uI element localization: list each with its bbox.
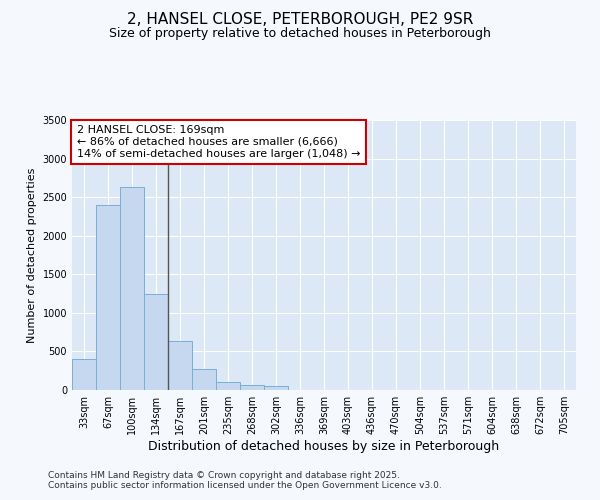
Bar xyxy=(120,188,144,390)
Bar xyxy=(264,386,288,390)
Text: Contains HM Land Registry data © Crown copyright and database right 2025.
Contai: Contains HM Land Registry data © Crown c… xyxy=(48,470,442,490)
Bar xyxy=(192,369,216,390)
Bar xyxy=(72,359,96,390)
Y-axis label: Number of detached properties: Number of detached properties xyxy=(27,168,37,342)
Text: Size of property relative to detached houses in Peterborough: Size of property relative to detached ho… xyxy=(109,28,491,40)
Bar xyxy=(168,340,192,390)
Text: 2, HANSEL CLOSE, PETERBOROUGH, PE2 9SR: 2, HANSEL CLOSE, PETERBOROUGH, PE2 9SR xyxy=(127,12,473,28)
Bar xyxy=(144,294,168,390)
X-axis label: Distribution of detached houses by size in Peterborough: Distribution of detached houses by size … xyxy=(148,440,500,453)
Bar xyxy=(96,205,120,390)
Text: 2 HANSEL CLOSE: 169sqm
← 86% of detached houses are smaller (6,666)
14% of semi-: 2 HANSEL CLOSE: 169sqm ← 86% of detached… xyxy=(77,126,361,158)
Bar xyxy=(216,382,240,390)
Bar xyxy=(240,386,264,390)
